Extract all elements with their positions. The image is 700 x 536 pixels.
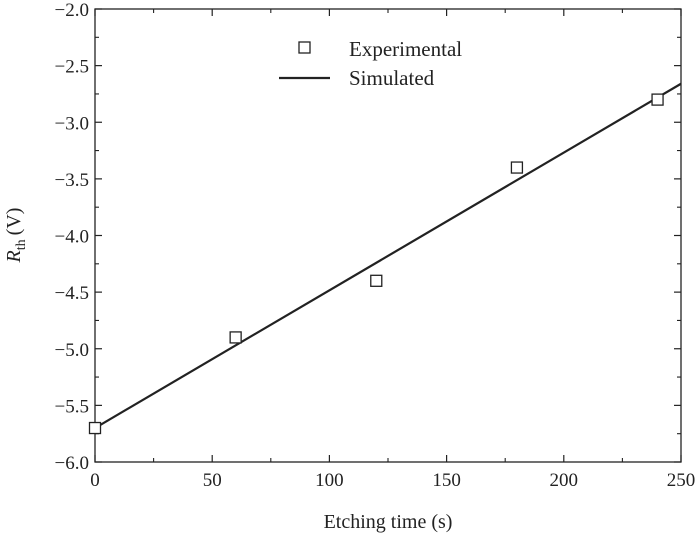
y-tick-label: −5.0 — [55, 340, 89, 361]
experimental-point — [651, 93, 664, 106]
y-tick-label: −4.5 — [55, 283, 89, 304]
y-axis-title: Rth (V) — [3, 208, 29, 264]
x-tick-label: 250 — [667, 470, 696, 491]
experimental-point — [229, 331, 242, 344]
y-tick-label: −6.0 — [55, 453, 89, 474]
x-tick-label: 200 — [550, 470, 579, 491]
legend-label-experimental: Experimental — [349, 37, 462, 61]
axis-ticks — [94, 8, 682, 463]
y-tick-label: −4.0 — [55, 227, 89, 248]
legend: Experimental Simulated — [279, 37, 462, 90]
x-tick-label: 100 — [315, 470, 344, 491]
x-tick-label: 0 — [90, 470, 100, 491]
y-tick-label: −3.5 — [55, 170, 89, 191]
experimental-point — [510, 161, 524, 174]
y-tick-label: −3.0 — [55, 113, 89, 134]
y-tick-label: −2.0 — [55, 0, 89, 21]
y-axis-symbol: R — [3, 250, 25, 263]
legend-label-simulated: Simulated — [349, 66, 435, 90]
y-axis-unit: (V) — [3, 208, 25, 236]
y-axis-subscript: th — [14, 239, 29, 250]
experimental-point — [370, 274, 383, 287]
x-tick-label: 150 — [432, 470, 461, 491]
x-axis-title: Etching time (s) — [324, 511, 453, 533]
y-tick-label: −5.5 — [55, 396, 89, 417]
data-series — [88, 82, 682, 435]
y-tick-label: −2.5 — [55, 57, 89, 78]
axis-tick-labels: 0 50 100 150 200 250 −6.0 −5.5 −5.0 −4.5 −4.0 −3.5 −… — [55, 0, 696, 491]
legend-marker-experimental — [298, 41, 311, 54]
x-tick-label: 50 — [203, 470, 222, 491]
experimental-point — [88, 421, 102, 435]
simulated-line — [94, 82, 682, 429]
